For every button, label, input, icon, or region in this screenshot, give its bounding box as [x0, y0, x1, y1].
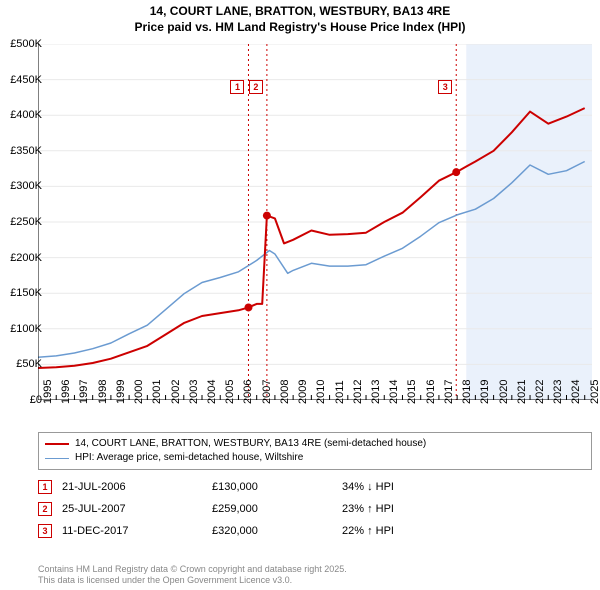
sale-price-3: £320,000 [212, 525, 332, 537]
legend-swatch-property [45, 443, 69, 445]
x-tick-label: 2010 [315, 380, 327, 404]
y-tick-label: £200K [10, 252, 42, 264]
x-tick-label: 2000 [133, 380, 145, 404]
sale-date-3: 11-DEC-2017 [62, 525, 202, 537]
sales-row-1: 1 21-JUL-2006 £130,000 34% ↓ HPI [38, 476, 592, 498]
y-tick-label: £400K [10, 109, 42, 121]
legend-label-hpi: HPI: Average price, semi-detached house,… [75, 451, 303, 465]
x-tick-label: 2018 [461, 380, 473, 404]
x-tick-label: 2005 [224, 380, 236, 404]
footer-line-1: Contains HM Land Registry data © Crown c… [38, 564, 592, 575]
x-tick-label: 2013 [370, 380, 382, 404]
x-tick-label: 2011 [334, 380, 346, 404]
x-tick-label: 1996 [60, 380, 72, 404]
x-tick-label: 2009 [297, 380, 309, 404]
x-tick-label: 2021 [516, 380, 528, 404]
legend-item-property: 14, COURT LANE, BRATTON, WESTBURY, BA13 … [45, 437, 585, 451]
chart-plot-area [38, 44, 592, 400]
y-tick-label: £450K [10, 74, 42, 86]
footer: Contains HM Land Registry data © Crown c… [38, 564, 592, 586]
x-tick-label: 2004 [206, 380, 218, 404]
sale-marker-3: 3 [38, 524, 52, 538]
event-marker: 2 [249, 80, 263, 94]
x-tick-label: 2016 [425, 380, 437, 404]
y-tick-label: £0 [30, 394, 42, 406]
x-tick-label: 2025 [589, 380, 600, 404]
sale-price-1: £130,000 [212, 481, 332, 493]
y-tick-label: £50K [16, 358, 42, 370]
y-tick-label: £100K [10, 323, 42, 335]
legend-label-property: 14, COURT LANE, BRATTON, WESTBURY, BA13 … [75, 437, 426, 451]
y-tick-label: £150K [10, 287, 42, 299]
sales-row-2: 2 25-JUL-2007 £259,000 23% ↑ HPI [38, 498, 592, 520]
x-tick-label: 2017 [443, 380, 455, 404]
x-tick-label: 2022 [534, 380, 546, 404]
sale-diff-3: 22% ↑ HPI [342, 525, 502, 537]
sale-marker-1: 1 [38, 480, 52, 494]
x-tick-label: 2008 [279, 380, 291, 404]
sales-table: 1 21-JUL-2006 £130,000 34% ↓ HPI 2 25-JU… [38, 476, 592, 542]
x-tick-label: 2024 [570, 380, 582, 404]
x-tick-label: 2014 [388, 380, 400, 404]
sale-marker-2: 2 [38, 502, 52, 516]
x-tick-label: 2006 [242, 380, 254, 404]
sale-diff-2: 23% ↑ HPI [342, 503, 502, 515]
sale-date-2: 25-JUL-2007 [62, 503, 202, 515]
y-tick-label: £250K [10, 216, 42, 228]
x-tick-label: 2003 [188, 380, 200, 404]
title-line-1: 14, COURT LANE, BRATTON, WESTBURY, BA13 … [0, 4, 600, 20]
chart-container: 14, COURT LANE, BRATTON, WESTBURY, BA13 … [0, 0, 600, 590]
event-marker: 1 [230, 80, 244, 94]
x-tick-label: 1998 [97, 380, 109, 404]
sale-price-2: £259,000 [212, 503, 332, 515]
chart-svg [38, 44, 592, 400]
x-tick-label: 2007 [261, 380, 273, 404]
sale-date-1: 21-JUL-2006 [62, 481, 202, 493]
x-tick-label: 1995 [42, 380, 54, 404]
y-tick-label: £500K [10, 38, 42, 50]
legend-item-hpi: HPI: Average price, semi-detached house,… [45, 451, 585, 465]
legend: 14, COURT LANE, BRATTON, WESTBURY, BA13 … [38, 432, 592, 470]
event-marker: 3 [438, 80, 452, 94]
y-tick-label: £350K [10, 145, 42, 157]
x-tick-label: 2002 [170, 380, 182, 404]
x-tick-label: 2015 [406, 380, 418, 404]
y-tick-label: £300K [10, 180, 42, 192]
x-tick-label: 2019 [479, 380, 491, 404]
x-tick-label: 1997 [78, 380, 90, 404]
chart-title: 14, COURT LANE, BRATTON, WESTBURY, BA13 … [0, 0, 600, 35]
sales-row-3: 3 11-DEC-2017 £320,000 22% ↑ HPI [38, 520, 592, 542]
x-tick-label: 1999 [115, 380, 127, 404]
x-tick-label: 2001 [151, 380, 163, 404]
x-tick-label: 2020 [498, 380, 510, 404]
legend-swatch-hpi [45, 458, 69, 459]
x-tick-label: 2012 [352, 380, 364, 404]
title-line-2: Price paid vs. HM Land Registry's House … [0, 20, 600, 36]
x-tick-label: 2023 [552, 380, 564, 404]
footer-line-2: This data is licensed under the Open Gov… [38, 575, 592, 586]
sale-diff-1: 34% ↓ HPI [342, 481, 502, 493]
